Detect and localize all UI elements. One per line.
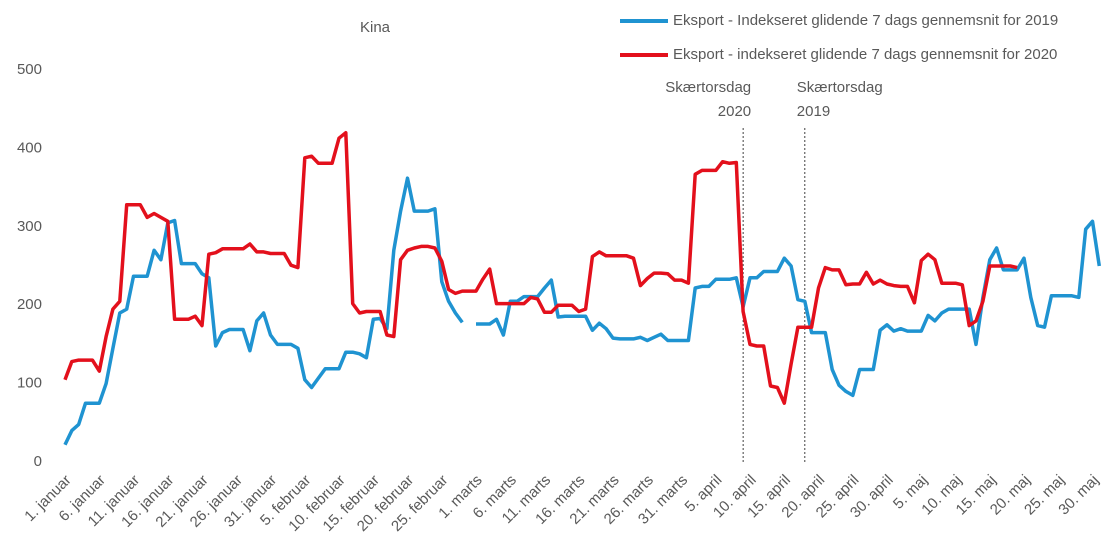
y-tick-label: 200 bbox=[17, 296, 42, 313]
annotation: 2020 bbox=[718, 103, 751, 120]
y-tick-label: 0 bbox=[34, 453, 42, 470]
series-line bbox=[63, 130, 1018, 405]
chart-title: Kina bbox=[360, 19, 391, 36]
y-tick-label: 100 bbox=[17, 375, 42, 392]
y-tick-label: 400 bbox=[17, 139, 42, 156]
annotation: 2019 bbox=[797, 103, 830, 120]
legend-label: Eksport - indekseret glidende 7 dags gen… bbox=[673, 46, 1057, 63]
y-tick-label: 500 bbox=[17, 61, 42, 78]
legend-label: Eksport - Indekseret glidende 7 dags gen… bbox=[673, 12, 1058, 29]
y-tick-label: 300 bbox=[17, 218, 42, 235]
annotation: Skærtorsdag bbox=[665, 79, 751, 96]
annotation: Skærtorsdag bbox=[797, 79, 883, 96]
series-line bbox=[63, 176, 1102, 446]
